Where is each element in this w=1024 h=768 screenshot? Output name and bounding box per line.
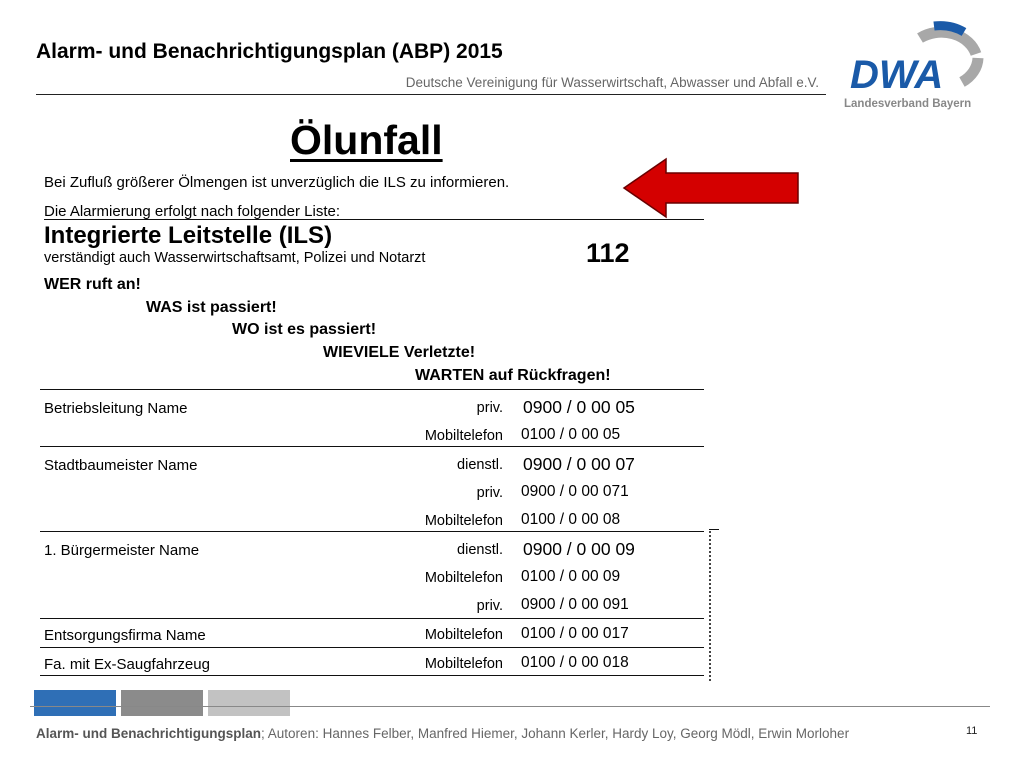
protocol-where: WO ist es passiert! bbox=[232, 321, 377, 338]
contact-name: 1. Bürgermeister Name bbox=[44, 542, 200, 559]
contact-name: Fa. mit Ex-Saugfahrzeug bbox=[44, 656, 210, 673]
header-divider bbox=[36, 94, 826, 95]
contact-type: Mobiltelefon bbox=[424, 656, 503, 672]
logo-wordmark: DWA bbox=[850, 53, 943, 97]
intro-list-note: Die Alarmierung erfolgt nach folgender L… bbox=[44, 203, 341, 220]
contact-type: dienstl. bbox=[457, 457, 503, 473]
divider bbox=[40, 531, 704, 532]
contact-type: priv. bbox=[476, 485, 503, 501]
footer-credits: Alarm- und Benachrichtigungsplan; Autore… bbox=[36, 726, 849, 741]
footer-authors: ; Autoren: Hannes Felber, Manfred Hiemer… bbox=[261, 726, 850, 741]
contact-number: 0100 / 0 00 05 bbox=[521, 426, 621, 443]
divider bbox=[44, 219, 704, 220]
contact-type: dienstl. bbox=[457, 542, 503, 558]
contact-name: Entsorgungsfirma Name bbox=[44, 627, 206, 644]
footer-title: Alarm- und Benachrichtigungsplan bbox=[36, 726, 262, 741]
footer-tab-gray bbox=[121, 690, 203, 716]
ils-title: Integrierte Leitstelle (ILS) bbox=[44, 222, 333, 249]
divider bbox=[40, 389, 704, 390]
contact-type: Mobiltelefon bbox=[424, 627, 503, 643]
contact-number: 0900 / 0 00 071 bbox=[521, 483, 629, 500]
contact-name: Stadtbaumeister Name bbox=[44, 457, 198, 474]
ils-description: verständigt auch Wasserwirtschaftsamt, P… bbox=[44, 250, 426, 266]
contact-type: Mobiltelefon bbox=[424, 513, 503, 529]
intro-instruction: Bei Zufluß größerer Ölmengen ist unverzü… bbox=[44, 174, 510, 191]
logo-caption: Landesverband Bayern bbox=[844, 98, 971, 110]
contact-number: 0100 / 0 00 017 bbox=[521, 625, 629, 642]
contact-type: Mobiltelefon bbox=[424, 428, 503, 444]
protocol-who: WER ruft an! bbox=[44, 276, 141, 293]
footer-tab-light-gray bbox=[208, 690, 290, 716]
contact-type: Mobiltelefon bbox=[424, 570, 503, 586]
divider bbox=[40, 675, 704, 676]
red-arrow-icon bbox=[622, 157, 800, 219]
scan-edge-line bbox=[709, 531, 711, 681]
dwa-logo-graphic: DWA Landesverband Bayern bbox=[844, 21, 984, 110]
contact-number: 0100 / 0 00 09 bbox=[521, 568, 621, 585]
contact-number: 0900 / 0 00 07 bbox=[523, 454, 635, 474]
contact-number: 0100 / 0 00 018 bbox=[521, 654, 629, 671]
dwa-logo: DWA Landesverband Bayern bbox=[838, 14, 986, 114]
emergency-number: 112 bbox=[586, 238, 630, 268]
footer-tab-blue bbox=[34, 690, 116, 716]
contact-type: priv. bbox=[476, 400, 503, 416]
protocol-injured: WIEVIELE Verletzte! bbox=[323, 344, 476, 361]
page-number: 11 bbox=[966, 725, 978, 737]
contact-number: 0900 / 0 00 09 bbox=[523, 539, 635, 559]
divider bbox=[40, 647, 704, 648]
contact-number: 0900 / 0 00 05 bbox=[523, 397, 635, 417]
protocol-what: WAS ist passiert! bbox=[146, 299, 277, 316]
contact-number: 0900 / 0 00 091 bbox=[521, 596, 629, 613]
contact-number: 0100 / 0 00 08 bbox=[521, 511, 621, 528]
contact-type: priv. bbox=[476, 598, 503, 614]
divider bbox=[40, 618, 704, 619]
organization-name: Deutsche Vereinigung für Wasserwirtschaf… bbox=[405, 75, 819, 90]
protocol-wait: WARTEN auf Rückfragen! bbox=[415, 367, 611, 384]
footer-divider bbox=[30, 706, 990, 707]
document-title: Ölunfall bbox=[290, 117, 443, 163]
slide-title: Alarm- und Benachrichtigungsplan (ABP) 2… bbox=[36, 40, 503, 63]
divider bbox=[40, 446, 704, 447]
divider bbox=[709, 529, 719, 530]
contact-name: Betriebsleitung Name bbox=[44, 400, 188, 417]
